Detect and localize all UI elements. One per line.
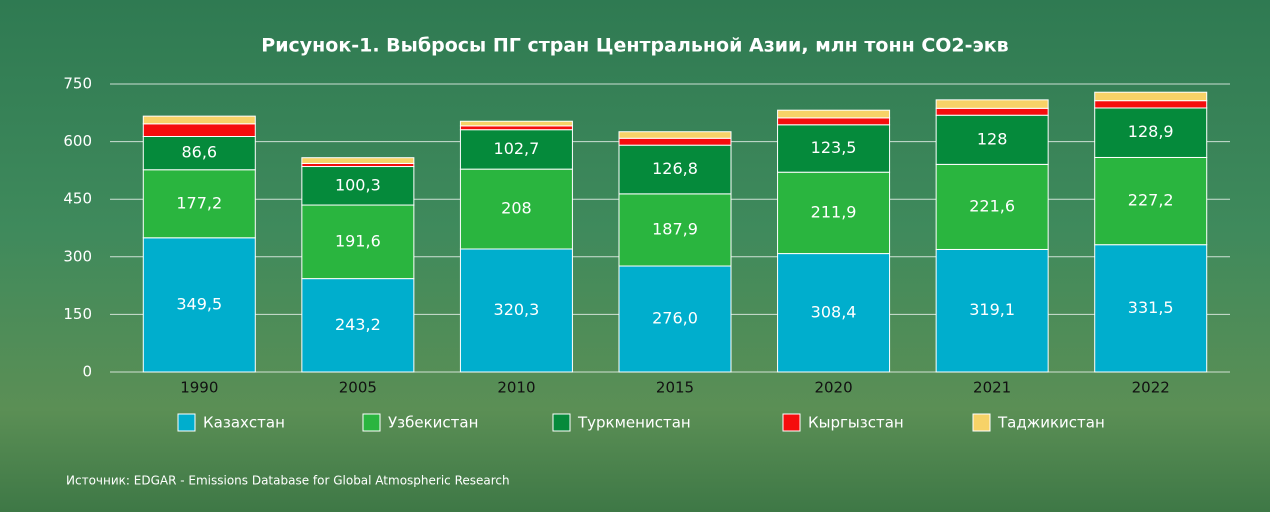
- data-label: 319,1: [969, 300, 1015, 319]
- bar-segment: [619, 138, 731, 145]
- data-label: 191,6: [335, 231, 381, 250]
- bar-segment: [936, 100, 1048, 108]
- bar-segment: [936, 108, 1048, 115]
- x-tick-label: 2015: [656, 379, 694, 397]
- bar-segment: [778, 110, 890, 118]
- data-label: 102,7: [494, 139, 540, 158]
- data-label: 126,8: [652, 159, 698, 178]
- data-label: 308,4: [811, 302, 857, 321]
- data-label: 100,3: [335, 175, 381, 194]
- x-tick-label: 2020: [814, 379, 852, 397]
- y-tick-label: 300: [63, 247, 92, 265]
- bar-segment: [619, 132, 731, 139]
- data-label: 177,2: [176, 193, 222, 212]
- legend-swatch: [783, 414, 800, 431]
- bar-segment: [143, 124, 255, 137]
- data-label: 331,5: [1128, 298, 1174, 317]
- data-label: 227,2: [1128, 191, 1174, 210]
- y-tick-label: 0: [82, 363, 92, 381]
- data-label: 208: [501, 199, 532, 218]
- x-tick-label: 2022: [1132, 379, 1170, 397]
- bar-segment: [460, 121, 572, 126]
- legend-swatch: [178, 414, 195, 431]
- data-label: 276,0: [652, 309, 698, 328]
- data-label: 128: [977, 129, 1008, 148]
- data-label: 211,9: [811, 202, 857, 221]
- chart-title: Рисунок-1. Выбросы ПГ стран Центральной …: [261, 35, 1008, 57]
- legend-label: Туркменистан: [577, 414, 691, 432]
- data-label: 349,5: [176, 294, 222, 313]
- legend-label: Казахстан: [203, 414, 285, 432]
- bar-segment: [460, 126, 572, 130]
- x-tick-label: 1990: [180, 379, 218, 397]
- x-tick-label: 2021: [973, 379, 1011, 397]
- legend-swatch: [973, 414, 990, 431]
- x-tick-label: 2010: [497, 379, 535, 397]
- legend-label: Узбекистан: [388, 414, 478, 432]
- data-label: 221,6: [969, 196, 1015, 215]
- legend-label: Кыргызстан: [808, 414, 904, 432]
- data-label: 320,3: [494, 300, 540, 319]
- source-note: Источник: EDGAR - Emissions Database for…: [66, 474, 510, 488]
- legend-label: Таджикистан: [997, 414, 1105, 432]
- data-label: 243,2: [335, 315, 381, 334]
- bar-segment: [1095, 92, 1207, 100]
- bar-segment: [778, 118, 890, 125]
- y-tick-label: 150: [63, 305, 92, 323]
- data-label: 187,9: [652, 219, 698, 238]
- bar-segment: [302, 158, 414, 164]
- legend-swatch: [363, 414, 380, 431]
- legend-swatch: [553, 414, 570, 431]
- y-tick-label: 600: [63, 132, 92, 150]
- chart: Рисунок-1. Выбросы ПГ стран Центральной …: [0, 0, 1270, 512]
- bar-segment: [143, 116, 255, 124]
- y-tick-label: 750: [63, 75, 92, 93]
- data-label: 128,9: [1128, 122, 1174, 141]
- x-tick-label: 2005: [339, 379, 377, 397]
- data-label: 123,5: [811, 138, 857, 157]
- bar-segment: [1095, 101, 1207, 108]
- y-tick-label: 450: [63, 190, 92, 208]
- data-label: 86,6: [181, 143, 217, 162]
